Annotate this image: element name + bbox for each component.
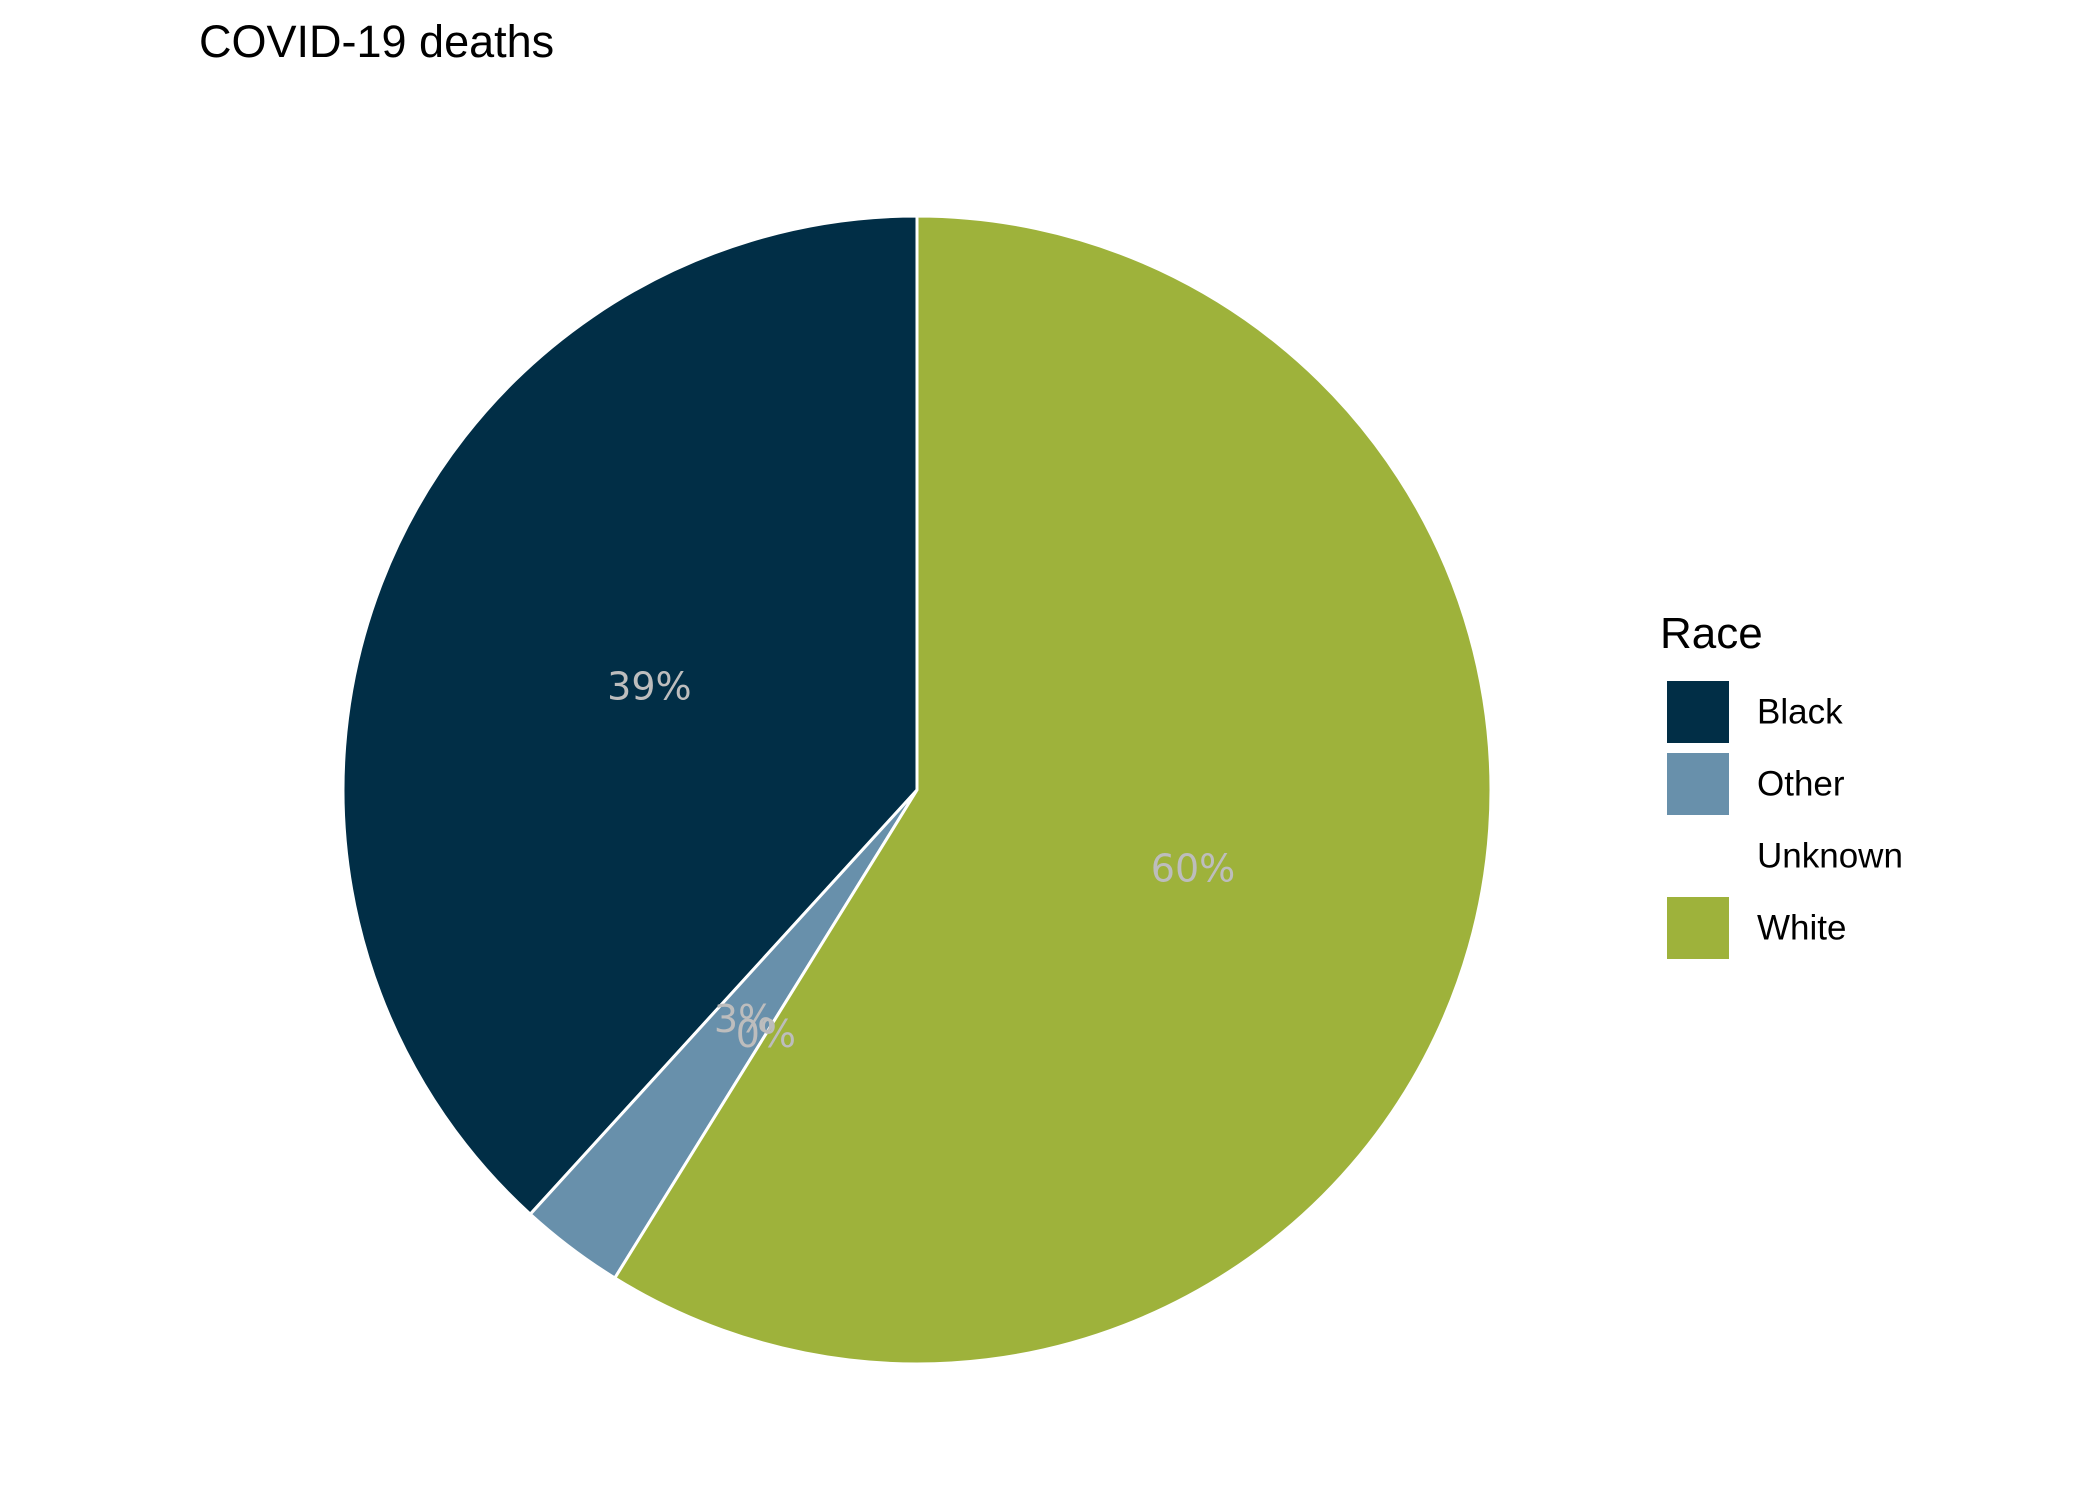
legend-label-white: White <box>1757 909 1846 948</box>
legend-swatch-black <box>1667 681 1729 743</box>
slice-label-black: 39% <box>607 664 691 708</box>
legend-swatch-white <box>1667 897 1729 959</box>
slice-white <box>612 214 1493 1366</box>
legend: Race Black Other Unknown White <box>1660 609 1903 959</box>
chart-title: COVID-19 deaths <box>199 16 554 67</box>
legend-label-unknown: Unknown <box>1757 837 1903 876</box>
slice-label-unknown: 0% <box>736 1012 796 1056</box>
legend-label-black: Black <box>1757 693 1843 732</box>
pie-slice-labels: 39% 3%0% 60% <box>607 664 1235 1056</box>
legend-items: Black Other Unknown White <box>1667 681 1903 959</box>
legend-swatch-unknown <box>1667 825 1729 887</box>
legend-label-other: Other <box>1757 765 1845 804</box>
legend-item-other: Other <box>1667 753 1845 815</box>
pie-slices <box>341 214 1493 1366</box>
slice-label-white: 60% <box>1151 847 1235 891</box>
legend-item-unknown: Unknown <box>1667 825 1903 887</box>
legend-item-white: White <box>1667 897 1846 959</box>
slice-black <box>341 214 919 1217</box>
legend-item-black: Black <box>1667 681 1843 743</box>
legend-swatch-other <box>1667 753 1729 815</box>
legend-title: Race <box>1660 609 1763 658</box>
slice-label-other: 3% <box>714 997 774 1041</box>
